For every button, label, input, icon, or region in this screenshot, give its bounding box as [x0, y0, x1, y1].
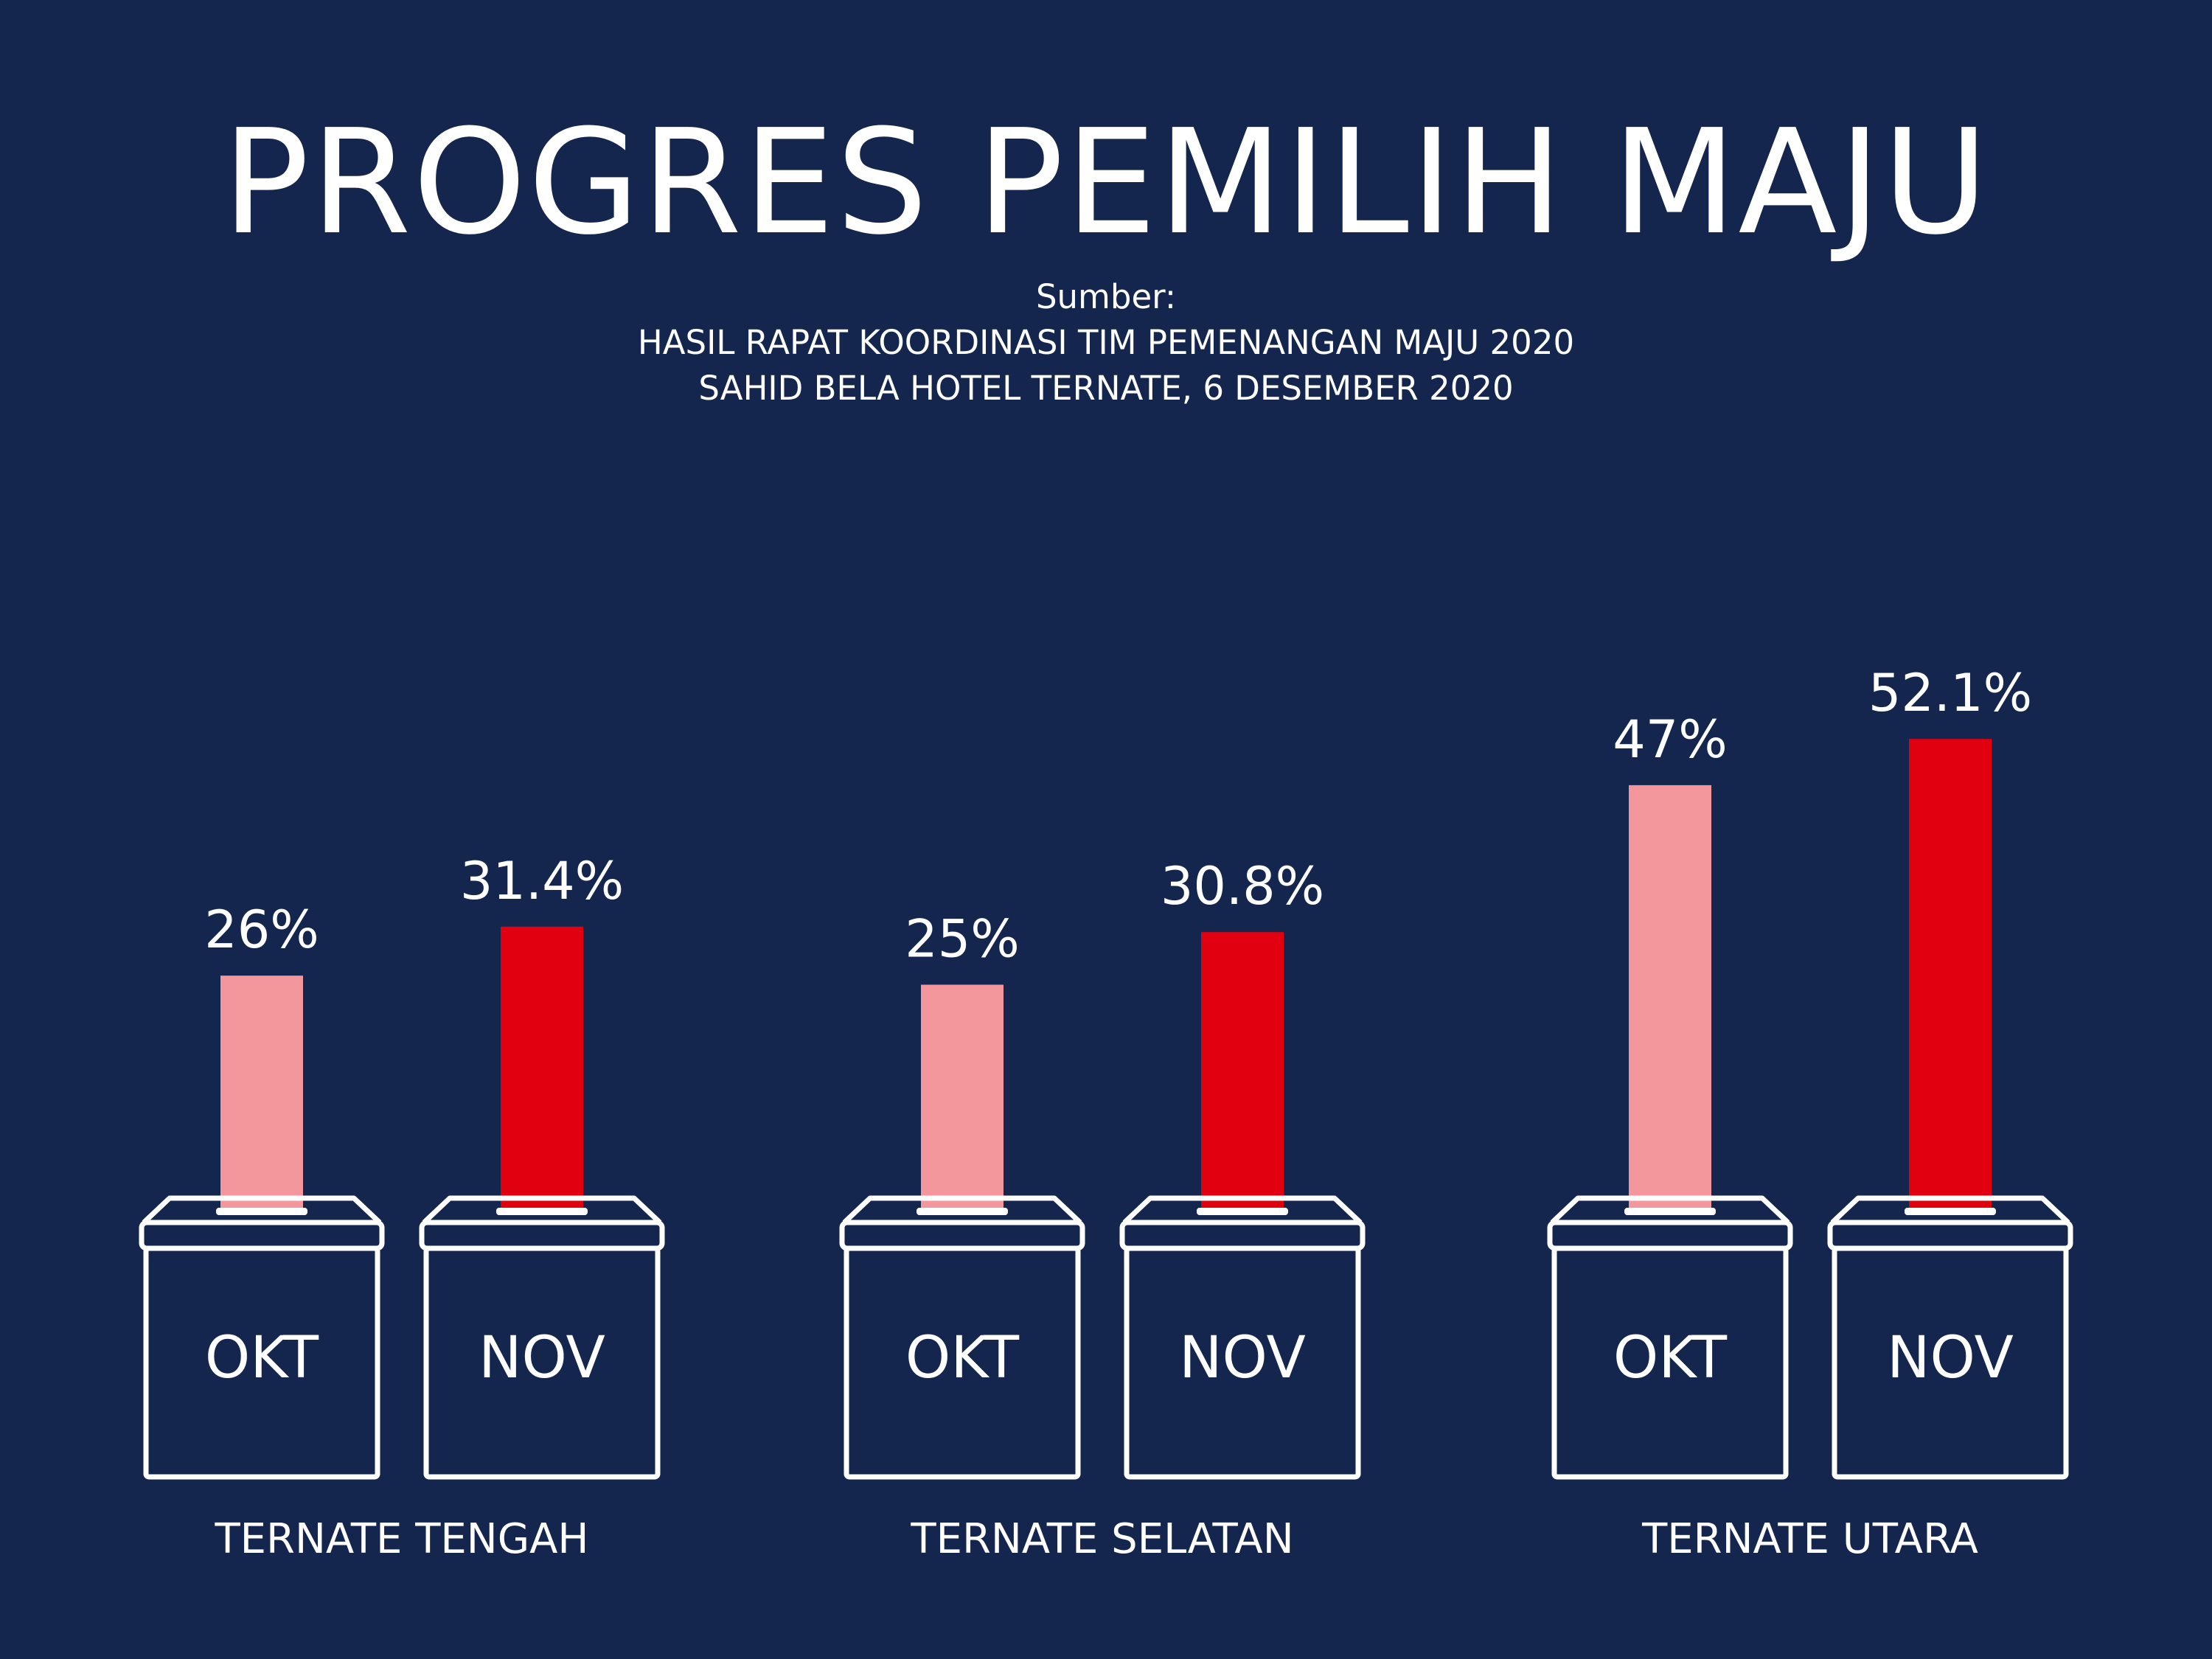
bar — [921, 984, 1004, 1211]
ballot-box-top — [1550, 1195, 1790, 1225]
ballot-slot — [917, 1208, 1008, 1215]
page-title: PROGRES PEMILIH MAJU — [222, 99, 1990, 267]
data-label: 26% — [204, 900, 319, 960]
ballot-box-top — [1830, 1195, 2070, 1225]
ballot-box-top — [142, 1195, 382, 1225]
data-label: 30.8% — [1161, 856, 1324, 917]
source-label: Sumber: — [1035, 277, 1177, 316]
source-line-2: SAHID BELA HOTEL TERNATE, 6 DESEMBER 202… — [698, 369, 1514, 408]
ballot-box-top — [422, 1195, 662, 1225]
ballot-slot — [496, 1208, 588, 1215]
ballot-slot — [1905, 1208, 1996, 1215]
series-label: NOV — [1887, 1325, 2014, 1391]
data-label: 47% — [1613, 709, 1728, 770]
ballot-box-lid — [839, 1220, 1085, 1251]
series-label: NOV — [1179, 1325, 1306, 1391]
series-label: OKT — [205, 1325, 319, 1391]
ballot-box-top — [842, 1195, 1082, 1225]
ballot-box-lid — [1547, 1220, 1793, 1251]
ballot-slot — [1624, 1208, 1716, 1215]
series-label: NOV — [479, 1325, 605, 1391]
data-label: 31.4% — [460, 851, 624, 911]
category-label: TERNATE UTARA — [1641, 1515, 1978, 1563]
source-line-1: HASIL RAPAT KOORDINASI TIM PEMENANGAN MA… — [637, 323, 1575, 362]
category-label: TERNATE SELATAN — [910, 1515, 1293, 1563]
ballot-slot — [216, 1208, 307, 1215]
bar — [220, 975, 303, 1211]
ballot-box-top — [1122, 1195, 1363, 1225]
bar — [501, 926, 583, 1211]
series-label: OKT — [905, 1325, 1019, 1391]
source-note: Sumber: HASIL RAPAT KOORDINASI TIM PEMEN… — [0, 274, 2212, 411]
ballot-box-lid — [419, 1220, 665, 1251]
data-label: 25% — [905, 909, 1020, 970]
ballot-box-lid — [139, 1220, 385, 1251]
series-label: OKT — [1613, 1325, 1727, 1391]
bar — [1201, 932, 1284, 1211]
category-label: TERNATE TENGAH — [214, 1515, 588, 1563]
ballot-slot — [1197, 1208, 1288, 1215]
ballot-box-lid — [1827, 1220, 2073, 1251]
ballot-box-lid — [1119, 1220, 1366, 1251]
bar — [1629, 785, 1711, 1211]
data-label: 52.1% — [1868, 663, 2032, 723]
bar — [1909, 739, 1992, 1211]
